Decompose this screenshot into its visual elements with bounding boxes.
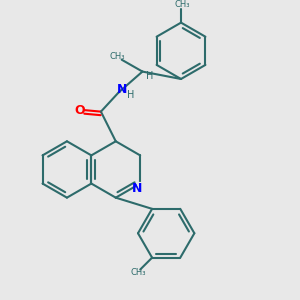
- Text: N: N: [132, 182, 142, 194]
- Text: H: H: [127, 90, 134, 100]
- Text: H: H: [146, 71, 154, 81]
- Text: N: N: [116, 83, 127, 96]
- Text: CH₃: CH₃: [131, 268, 146, 277]
- Text: CH₃: CH₃: [110, 52, 125, 61]
- Text: CH₃: CH₃: [175, 0, 190, 9]
- Text: O: O: [75, 103, 86, 117]
